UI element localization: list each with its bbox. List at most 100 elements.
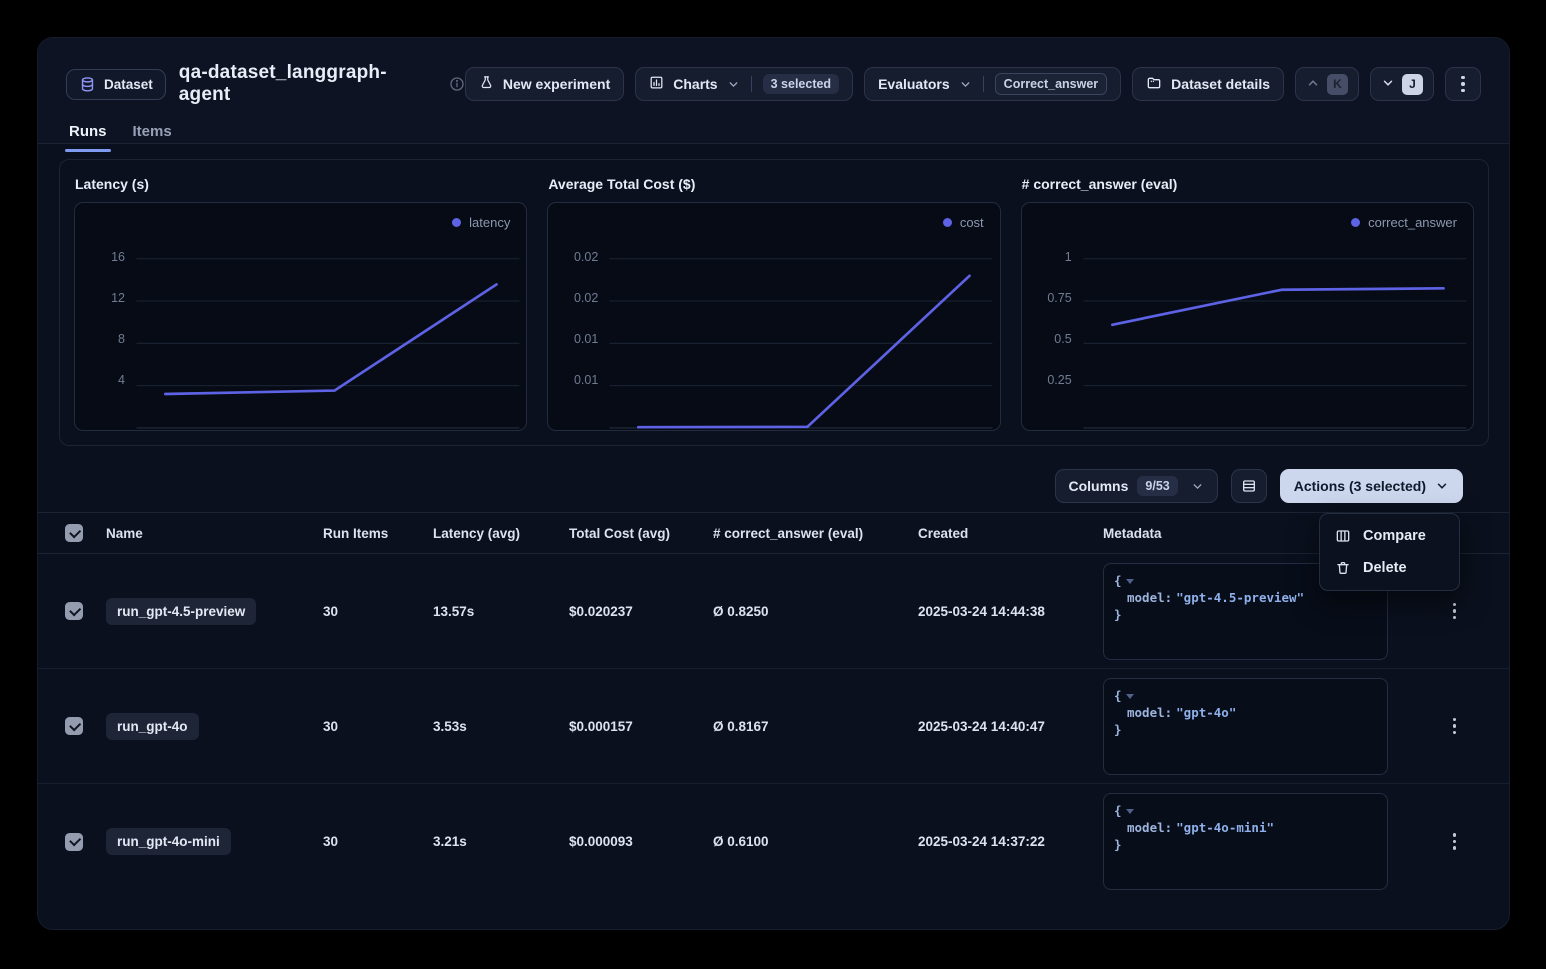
total-cost-value: $0.000093 bbox=[569, 834, 633, 849]
total-cost-value: $0.020237 bbox=[569, 603, 633, 619]
run-items-value: 30 bbox=[323, 718, 339, 734]
json-brace: } bbox=[1114, 606, 1122, 622]
y-tick: 4 bbox=[118, 373, 125, 387]
collapse-caret-icon[interactable] bbox=[1125, 809, 1134, 814]
legend-label: cost bbox=[959, 215, 984, 230]
menu-item-compare[interactable]: Compare bbox=[1326, 520, 1453, 552]
y-tick: 0.75 bbox=[1047, 291, 1072, 305]
y-tick: 0.01 bbox=[573, 373, 599, 387]
y-tick: 1 bbox=[1064, 250, 1072, 264]
correct-answer-value: Ø 0.8167 bbox=[713, 718, 769, 734]
run-name-pill[interactable]: run_gpt-4o bbox=[106, 712, 199, 740]
json-brace: { bbox=[1114, 687, 1122, 703]
new-experiment-label: New experiment bbox=[502, 76, 611, 92]
line-series bbox=[1110, 286, 1445, 327]
run-name-pill[interactable]: run_gpt-4o-mini bbox=[106, 828, 231, 855]
latency-chart: Latency (s) 16 12 8 4 latency bbox=[74, 174, 528, 431]
database-icon bbox=[79, 76, 96, 93]
collapse-caret-icon[interactable] bbox=[1125, 693, 1134, 699]
metadata-json-box[interactable]: { model: "gpt-4o" } bbox=[1103, 677, 1388, 775]
shortcut-key-k: K bbox=[1327, 73, 1348, 95]
json-brace: } bbox=[1114, 837, 1122, 852]
header-name[interactable]: Name bbox=[106, 525, 143, 541]
view-tabs: Runs Items bbox=[65, 123, 1481, 152]
chart-title: # correct_answer (eval) bbox=[1021, 176, 1178, 192]
created-value: 2025-03-24 14:40:47 bbox=[918, 718, 1045, 734]
row-actions-kebab-icon[interactable] bbox=[1447, 827, 1463, 856]
delete-label: Delete bbox=[1363, 560, 1407, 576]
trash-icon bbox=[1337, 562, 1349, 575]
chevron-down-icon bbox=[727, 78, 740, 91]
metadata-json-box[interactable]: { model: "gpt-4o-mini" } bbox=[1103, 793, 1388, 890]
chart-legend: cost bbox=[942, 215, 984, 230]
run-items-value: 30 bbox=[323, 834, 339, 849]
tab-items[interactable]: Items bbox=[132, 123, 172, 140]
json-key: model: bbox=[1127, 820, 1173, 835]
nav-previous-button[interactable]: K bbox=[1295, 67, 1359, 101]
bar-chart-icon bbox=[649, 75, 664, 93]
header-latency[interactable]: Latency (avg) bbox=[433, 525, 521, 541]
header-toolbar: New experiment Charts 3 selected bbox=[464, 67, 1481, 101]
row-checkbox[interactable] bbox=[65, 717, 83, 735]
table-row-gpt-4o[interactable]: run_gpt-4o 30 3.53s $0.000157 Ø 0.8167 2… bbox=[38, 669, 1509, 784]
compare-columns-icon bbox=[1336, 530, 1350, 542]
table-controls: Columns 9/53 Actions (3 selected) bbox=[38, 469, 1463, 503]
y-tick: 12 bbox=[111, 291, 125, 305]
row-actions-kebab-icon[interactable] bbox=[1447, 597, 1463, 626]
header-metadata[interactable]: Metadata bbox=[1103, 525, 1162, 541]
actions-button[interactable]: Actions (3 selected) bbox=[1279, 469, 1463, 503]
json-key: model: bbox=[1127, 704, 1173, 720]
row-height-button[interactable] bbox=[1230, 469, 1267, 503]
actions-dropdown-menu: Compare Delete bbox=[1319, 513, 1460, 591]
more-options-button[interactable] bbox=[1445, 67, 1481, 101]
y-tick: 8 bbox=[118, 332, 125, 346]
charts-dropdown-button[interactable]: Charts 3 selected bbox=[635, 67, 854, 101]
correct-answer-chart-card[interactable]: 1 0.75 0.5 0.25 correct_answer bbox=[1020, 202, 1474, 431]
run-items-value: 30 bbox=[323, 603, 339, 619]
columns-button[interactable]: Columns 9/53 bbox=[1054, 469, 1218, 503]
y-tick: 0.01 bbox=[573, 332, 599, 346]
charts-selected-badge: 3 selected bbox=[762, 74, 840, 94]
chart-legend: correct_answer bbox=[1351, 215, 1457, 230]
row-checkbox[interactable] bbox=[65, 832, 83, 851]
json-brace: { bbox=[1114, 572, 1122, 588]
latency-chart-card[interactable]: 16 12 8 4 latency bbox=[74, 202, 528, 431]
line-series bbox=[163, 283, 498, 396]
json-value: "gpt-4.5-preview" bbox=[1176, 589, 1305, 605]
chart-title: Average Total Cost ($) bbox=[548, 176, 696, 192]
table-header-row: Name Run Items Latency (avg) Total Cost … bbox=[38, 512, 1509, 554]
header-run-items[interactable]: Run Items bbox=[323, 525, 389, 541]
latency-value: 3.21s bbox=[433, 834, 467, 849]
header-correct-answer[interactable]: # correct_answer (eval) bbox=[713, 525, 864, 541]
info-icon[interactable] bbox=[449, 76, 465, 92]
rows-icon bbox=[1242, 480, 1255, 492]
collapse-caret-icon[interactable] bbox=[1125, 578, 1134, 584]
row-checkbox[interactable] bbox=[65, 602, 83, 620]
latency-value: 3.53s bbox=[433, 718, 467, 734]
evaluators-label: Evaluators bbox=[878, 76, 950, 92]
row-actions-kebab-icon[interactable] bbox=[1447, 712, 1463, 741]
table-row-gpt-4o-mini[interactable]: run_gpt-4o-mini 30 3.21s $0.000093 Ø 0.6… bbox=[38, 784, 1509, 899]
tab-runs[interactable]: Runs bbox=[65, 123, 110, 152]
menu-item-delete[interactable]: Delete bbox=[1326, 552, 1453, 584]
table-row-gpt-4.5-preview[interactable]: run_gpt-4.5-preview 30 13.57s $0.020237 … bbox=[38, 554, 1509, 669]
columns-count-badge: 9/53 bbox=[1137, 476, 1178, 496]
legend-label: latency bbox=[469, 215, 511, 230]
json-value: "gpt-4o" bbox=[1176, 704, 1237, 720]
nav-next-button[interactable]: J bbox=[1370, 67, 1434, 101]
header-total-cost[interactable]: Total Cost (avg) bbox=[569, 525, 670, 541]
folder-icon bbox=[1146, 75, 1162, 94]
cost-chart-card[interactable]: 0.02 0.02 0.01 0.01 cost bbox=[547, 202, 1001, 431]
new-experiment-button[interactable]: New experiment bbox=[464, 67, 625, 101]
chart-legend: latency bbox=[452, 215, 510, 230]
y-tick: 0.25 bbox=[1047, 373, 1072, 387]
chevron-down-icon bbox=[1381, 76, 1395, 93]
select-all-checkbox[interactable] bbox=[65, 524, 83, 542]
json-key: model: bbox=[1127, 589, 1173, 605]
dataset-details-button[interactable]: Dataset details bbox=[1132, 67, 1284, 101]
header-created[interactable]: Created bbox=[918, 525, 969, 541]
run-name-pill[interactable]: run_gpt-4.5-preview bbox=[106, 597, 257, 625]
evaluators-dropdown-button[interactable]: Evaluators Correct_answer bbox=[864, 67, 1122, 101]
chevron-down-icon bbox=[1191, 480, 1204, 493]
columns-label: Columns bbox=[1068, 478, 1129, 494]
